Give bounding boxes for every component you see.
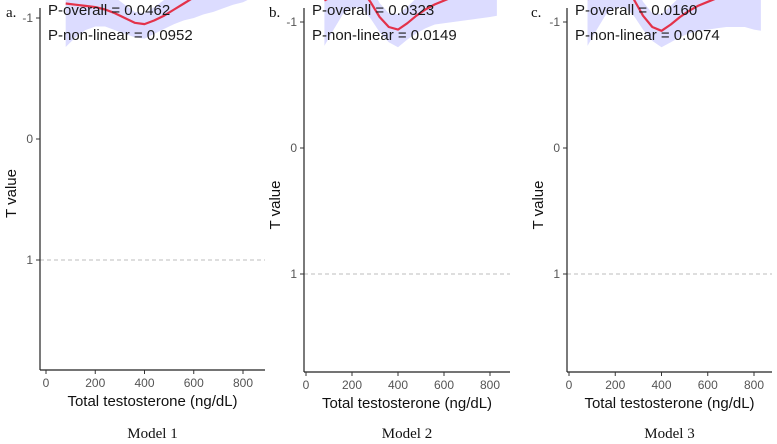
y-axis-label: T value [267, 181, 284, 230]
y-tick-label: -1 [22, 11, 33, 25]
p-overall-annotation: P-overall = 0.0323 [312, 2, 434, 19]
fitted-line [587, 0, 716, 32]
x-tick-label: 200 [605, 378, 625, 392]
model-caption: Model 2 [382, 426, 432, 442]
y-tick-label: 1 [290, 267, 297, 281]
x-axis-label: Total testosterone (ng/dL) [584, 395, 754, 412]
y-tick-label: 1 [553, 267, 560, 281]
confidence-band [587, 0, 761, 48]
x-tick-label: 400 [388, 378, 408, 392]
y-tick-label: 1 [26, 253, 33, 267]
x-tick-label: 800 [744, 378, 764, 392]
p-overall-annotation: P-overall = 0.0160 [575, 2, 697, 19]
x-tick-label: 200 [85, 376, 105, 390]
x-axis-label: Total testosterone (ng/dL) [67, 393, 237, 410]
x-tick-label: 800 [233, 376, 253, 390]
fitted-line [65, 0, 192, 26]
chart-panel-1: -1 0 1 0 200 400 600 800 Total testosterone (ng/… [3, 0, 265, 442]
p-nonlinear-annotation: P-non-linear = 0.0074 [575, 27, 720, 44]
panel-label: a. [6, 5, 16, 21]
x-tick-label: 600 [434, 378, 454, 392]
panel-label: b. [269, 5, 280, 21]
y-axis-label: T value [530, 181, 547, 230]
x-tick-label: 600 [184, 376, 204, 390]
chart-panel-3: -1 0 1 0 200 400 600 800 Total testosterone (ng/… [530, 0, 772, 442]
x-tick-label: 0 [43, 376, 50, 390]
y-tick-label: 0 [290, 141, 297, 155]
x-tick-label: 0 [303, 378, 310, 392]
x-tick-label: 400 [651, 378, 671, 392]
panel-label: c. [531, 5, 541, 21]
chart-panel-2: -1 0 1 0 200 400 600 800 Total testosterone (ng/… [267, 0, 510, 442]
confidence-band [324, 0, 497, 48]
model-caption: Model 3 [644, 426, 694, 442]
y-tick-label: -1 [549, 15, 560, 29]
y-axis-label: T value [3, 169, 20, 218]
y-tick-label: -1 [286, 15, 297, 29]
x-axis-label: Total testosterone (ng/dL) [322, 395, 492, 412]
x-tick-label: 400 [134, 376, 154, 390]
model-caption: Model 1 [127, 426, 177, 442]
x-tick-label: 600 [698, 378, 718, 392]
x-tick-label: 200 [342, 378, 362, 392]
p-overall-annotation: P-overall = 0.0462 [48, 2, 170, 19]
p-nonlinear-annotation: P-non-linear = 0.0952 [48, 27, 193, 44]
fitted-line [324, 0, 449, 31]
y-tick-label: 0 [26, 132, 33, 146]
p-nonlinear-annotation: P-non-linear = 0.0149 [312, 27, 457, 44]
x-tick-label: 0 [566, 378, 573, 392]
y-tick-label: 0 [553, 141, 560, 155]
x-tick-label: 800 [480, 378, 500, 392]
